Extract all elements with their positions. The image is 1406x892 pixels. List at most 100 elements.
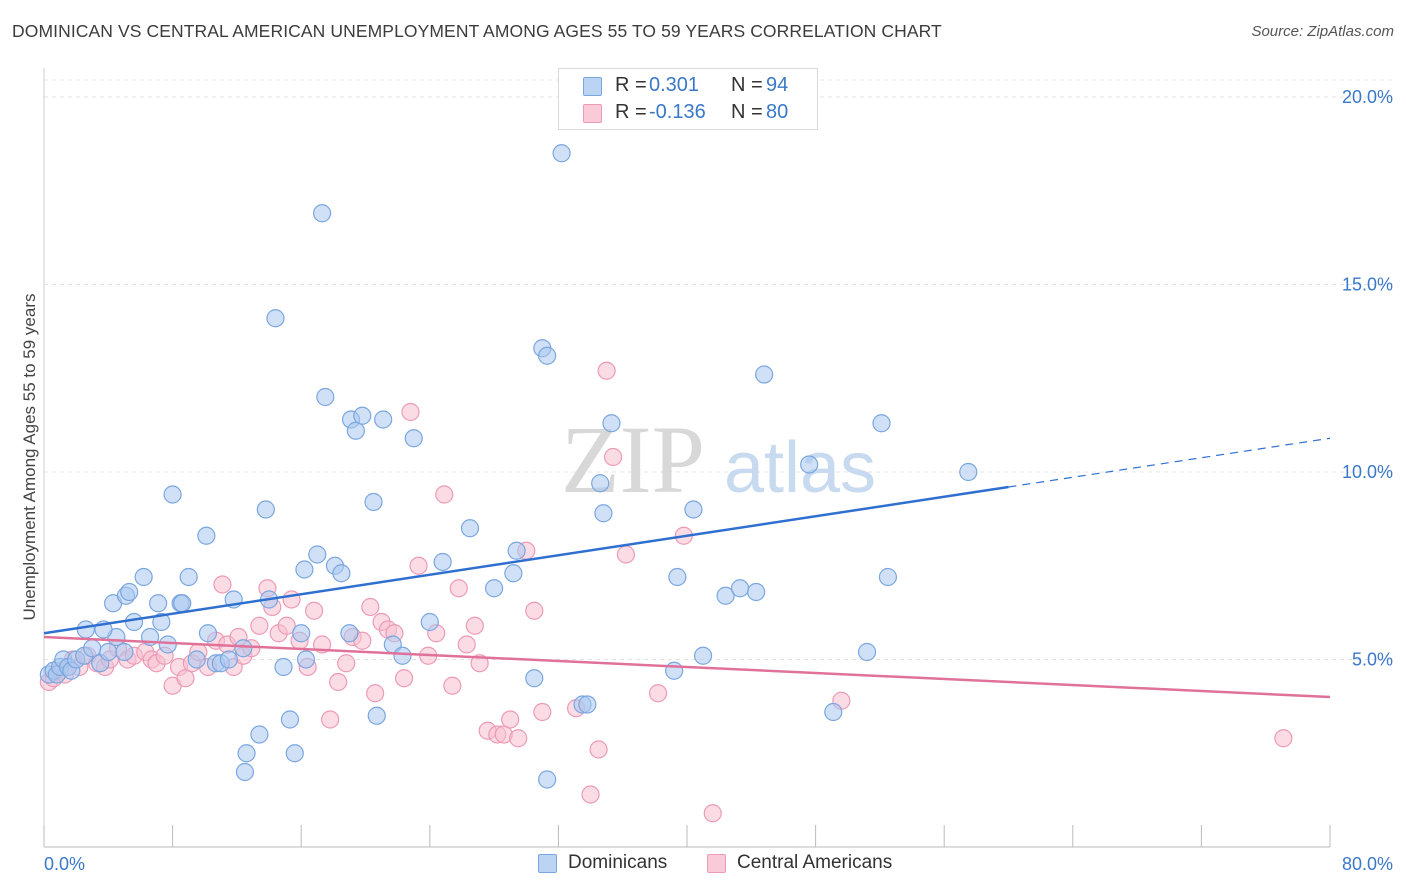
dominicans-trend-extension — [1008, 437, 1331, 488]
dominicans-point — [878, 567, 898, 587]
dominicans-point — [198, 624, 218, 643]
dominicans-point — [296, 650, 316, 669]
dominicans-point — [179, 567, 198, 587]
dominicans-point — [76, 620, 95, 639]
dominicans-point — [578, 695, 597, 714]
legend-r-label: R = — [615, 74, 647, 96]
central-americans-point — [525, 601, 544, 620]
dominicans-point — [163, 485, 182, 504]
dominicans-point — [460, 519, 480, 538]
dominicans-point — [433, 552, 452, 572]
dominicans-point — [716, 586, 735, 605]
dominicans-point — [219, 650, 238, 669]
central-americans-point — [435, 485, 454, 504]
dominicans-point — [266, 309, 285, 328]
y-tick-label: 5.0% — [1352, 650, 1393, 670]
dominicans-point — [295, 560, 314, 579]
dominicans-point — [364, 492, 383, 512]
central-americans-point — [703, 804, 722, 823]
central-americans-point — [581, 785, 600, 804]
dominicans-point — [668, 567, 687, 587]
dominicans-point — [152, 612, 171, 632]
dominicans-point — [800, 455, 819, 474]
dominicans-point — [316, 387, 335, 407]
central-americans-point — [329, 672, 348, 692]
dominicans-point — [346, 421, 365, 440]
legend-n-value: 80 — [766, 101, 789, 123]
dominicans-point — [158, 635, 177, 654]
legend-n-label: N = — [731, 74, 763, 96]
dominicans-point — [404, 429, 423, 448]
dominicans-point — [187, 650, 206, 669]
central-americans-point — [443, 676, 462, 695]
dominicans-point — [959, 462, 978, 482]
dominicans-point — [693, 646, 713, 665]
dominicans-point — [538, 346, 557, 365]
dominicans-point — [332, 564, 351, 583]
dominicans-point — [872, 414, 891, 433]
central-americans-point — [465, 616, 484, 635]
watermark-atlas: atlas — [724, 428, 876, 508]
legend-label-central-americans: Central Americans — [737, 852, 893, 873]
dominicans-point — [285, 744, 304, 763]
x-tick-label-max: 80.0% — [1342, 854, 1393, 874]
dominicans-point — [393, 646, 412, 665]
dominicans-point — [83, 639, 102, 658]
dominicans-point — [124, 612, 144, 632]
dominicans-point — [755, 365, 774, 384]
dominicans-point — [99, 642, 118, 662]
dominicans-point — [292, 624, 311, 643]
y-tick-label: 20.0% — [1342, 87, 1393, 107]
central-americans-point — [589, 740, 608, 759]
dominicans-point — [684, 500, 703, 519]
dominicans-point — [602, 414, 621, 433]
legend-r-label: R = — [615, 101, 647, 123]
dominicans-point — [149, 594, 168, 613]
y-tick-label: 10.0% — [1342, 462, 1393, 482]
central-americans-trend-line — [43, 635, 1331, 699]
central-americans-point — [401, 402, 420, 422]
central-americans-point — [457, 635, 476, 654]
dominicans-point — [115, 642, 134, 662]
central-americans-point — [250, 616, 269, 635]
dominicans-point — [504, 564, 523, 583]
dominicans-point — [525, 669, 544, 688]
legend-swatch-blue — [583, 77, 602, 96]
central-americans-point — [616, 545, 636, 564]
central-americans-point — [304, 601, 324, 620]
correlation-legend: R = 0.301 N = 94 R = -0.136 N = 80 — [558, 68, 818, 130]
central-americans-point — [213, 575, 232, 594]
dominicans-trend-line — [43, 485, 1009, 635]
dominicans-point — [274, 657, 293, 677]
dominicans-point — [234, 639, 253, 658]
dominicans-point — [308, 545, 327, 564]
central-americans-point — [277, 616, 296, 635]
central-americans-point — [394, 669, 414, 688]
legend-swatch-pink — [707, 854, 726, 873]
legend-label-dominicans: Dominicans — [568, 852, 668, 873]
dominicans-point — [665, 661, 684, 680]
dominicans-point — [507, 541, 526, 560]
dominicans-point — [353, 406, 372, 425]
dominicans-point — [250, 725, 269, 744]
dominicans-point — [340, 624, 359, 643]
dominicans-point — [594, 504, 613, 523]
central-americans-point — [533, 702, 552, 722]
central-americans-point — [648, 684, 668, 703]
central-americans-point — [597, 361, 616, 380]
central-americans-point — [603, 447, 623, 467]
dominicans-point — [197, 526, 216, 545]
dominicans-point — [747, 582, 766, 602]
central-americans-point — [361, 597, 380, 617]
dominicans-point — [235, 762, 255, 782]
y-tick-label: 15.0% — [1342, 275, 1393, 295]
central-americans-point — [321, 710, 340, 729]
tick-labels: 5.0% 10.0% 15.0% 20.0% 0.0% 80.0% — [44, 87, 1393, 874]
dominicans-point — [552, 144, 571, 163]
dominicans-point — [120, 582, 139, 602]
dominicans-point — [420, 612, 439, 632]
chart-title: DOMINICAN VS CENTRAL AMERICAN UNEMPLOYME… — [12, 21, 942, 41]
legend-swatch-pink — [583, 104, 602, 123]
dominicans-point — [591, 474, 610, 493]
x-tick-label-min: 0.0% — [44, 854, 85, 874]
